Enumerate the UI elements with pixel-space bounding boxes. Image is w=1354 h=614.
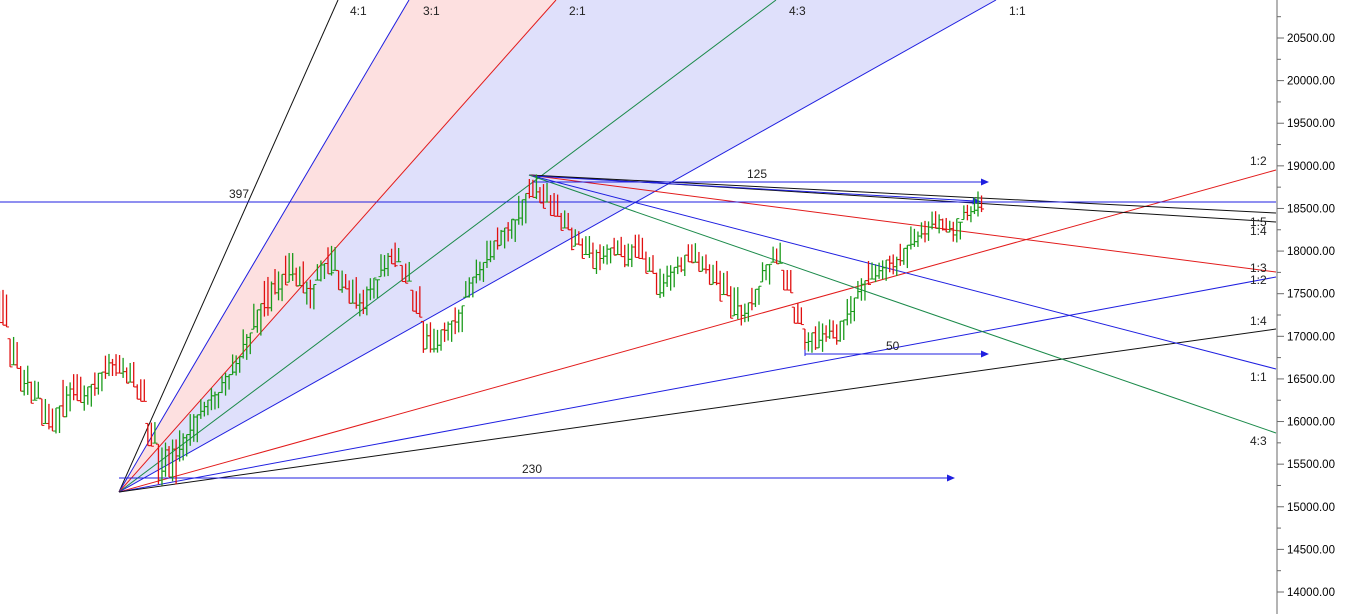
right-label-1-3: 1:3 (1250, 261, 1267, 275)
fan-line-1-2 (118, 169, 1277, 493)
ohlc-bar (569, 227, 575, 251)
price-axis-tick-label: 18500.00 (1287, 203, 1335, 215)
ohlc-bar (124, 367, 130, 384)
price-axis-tick-label: 20000.00 (1287, 76, 1335, 88)
ohlc-bar (717, 270, 723, 302)
price-axis-tick-label: 19500.00 (1287, 118, 1335, 130)
ohlc-bar (777, 242, 783, 264)
fan-line-4-3 (118, 0, 777, 493)
measure-label-50: 50 (886, 339, 900, 353)
ohlc-bar (540, 184, 546, 209)
ohlc-bar (311, 283, 317, 310)
ohlc-bar (756, 285, 762, 305)
fan-label-4-1: 4:1 (350, 4, 367, 18)
ohlc-bar (417, 286, 423, 318)
fan-line-1-3 (118, 276, 1277, 493)
fan-label-4-3: 4:3 (789, 4, 806, 18)
right-label-1-2-top: 1:2 (1250, 154, 1267, 168)
top-fan-line-1-5 (528, 174, 1277, 214)
fan-line-4-1 (118, 0, 339, 493)
ohlc-bar (558, 212, 564, 231)
ohlc-bar (392, 242, 398, 268)
ohlc-bar (689, 244, 695, 264)
ohlc-bar (403, 263, 409, 284)
right-label-1-1: 1:1 (1250, 370, 1267, 384)
ohlc-bar (728, 286, 734, 319)
ohlc-bar (396, 247, 402, 263)
ohlc-bar (35, 381, 41, 399)
measure-label-397: 397 (229, 187, 249, 201)
right-label-1-5: 1:5 (1250, 215, 1267, 229)
ohlc-bar (611, 237, 617, 256)
top-fan-line-1-1 (528, 174, 1277, 370)
measure-label-125: 125 (747, 167, 767, 181)
right-label-1-4: 1:4 (1250, 314, 1267, 328)
arrowhead-230 (947, 474, 955, 482)
ohlc-bar (32, 380, 38, 401)
price-axis-tick-label: 16500.00 (1287, 374, 1335, 386)
ohlc-bar (643, 251, 649, 274)
fan-label-1-1: 1:1 (1009, 4, 1026, 18)
ohlc-bars (0, 174, 985, 486)
ohlc-bar (148, 422, 154, 447)
price-axis-tick-label: 14500.00 (1287, 544, 1335, 556)
price-axis-tick-label: 15500.00 (1287, 459, 1335, 471)
ohlc-bar (957, 221, 963, 240)
fan-line-1-1 (118, 0, 997, 493)
ohlc-bar (152, 422, 158, 444)
ohlc-bar (865, 260, 871, 286)
ohlc-bar (954, 218, 960, 243)
price-axis-tick-label: 17000.00 (1287, 331, 1335, 343)
price-axis-tick-label: 15000.00 (1287, 502, 1335, 514)
top-fan-line-4-3 (528, 174, 1277, 434)
right-label-4-3: 4:3 (1250, 434, 1267, 448)
ohlc-bar (247, 332, 253, 355)
ohlc-bar (141, 379, 147, 402)
ohlc-bar (293, 267, 299, 287)
top-fan-line-1-3 (528, 174, 1277, 273)
ohlc-bar (374, 279, 380, 298)
fan-line-2-1 (118, 0, 557, 493)
ohlc-bar (406, 261, 412, 282)
fan-line-3-1 (118, 0, 410, 493)
ohlc-bar (4, 294, 10, 328)
ohlc-bar (39, 398, 45, 426)
measure-label-230: 230 (522, 462, 542, 476)
measure-arrow-high-to-end (532, 175, 976, 202)
ohlc-bar (7, 338, 13, 368)
fan-line-1-4 (118, 328, 1277, 493)
ohlc-bar (788, 270, 794, 294)
right-label-1-4-top: 1:4 (1250, 224, 1267, 238)
ohlc-bar (509, 218, 515, 239)
price-axis-tick-label: 14000.00 (1287, 587, 1335, 599)
fan-label-3-1: 3:1 (423, 4, 440, 18)
price-axis-tick-label: 20500.00 (1287, 33, 1335, 45)
price-axis-background (1277, 0, 1354, 614)
price-axis-tick-label: 16000.00 (1287, 417, 1335, 429)
fan-label-2-1: 2:1 (569, 4, 586, 18)
price-axis-tick-label: 18000.00 (1287, 246, 1335, 258)
arrowhead-50 (981, 350, 989, 358)
ohlc-bar (798, 307, 804, 326)
ohlc-bar (459, 305, 465, 333)
arrowhead-125 (981, 178, 989, 186)
ohlc-bar (283, 255, 289, 286)
price-axis: 20500.00 20000.00 19500.00 19000.00 18500.00… (1277, 16, 1335, 599)
price-axis-tick-label: 17500.00 (1287, 289, 1335, 301)
ohlc-bar (28, 381, 34, 404)
right-label-1-2: 1:2 (1250, 273, 1267, 287)
ohlc-bar (767, 263, 773, 285)
ohlc-bar (329, 245, 335, 276)
ohlc-bar (371, 277, 377, 299)
price-axis-tick-label: 19000.00 (1287, 161, 1335, 173)
ohlc-bar (979, 195, 985, 213)
ohlc-bar (579, 238, 585, 259)
